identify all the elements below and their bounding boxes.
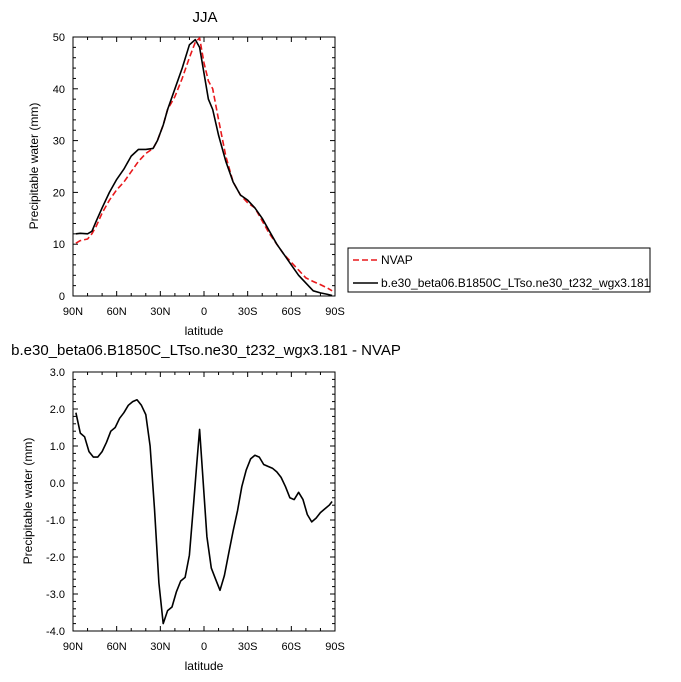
bottom-y-tick-label: -3.0	[46, 589, 65, 601]
top-x-tick-label: 90S	[325, 306, 345, 318]
top-y-tick-label: 20	[53, 187, 65, 199]
bottom-title: b.e30_beta06.B1850C_LTso.ne30_t232_wgx3.…	[11, 342, 401, 359]
bottom-y-tick-label: -4.0	[46, 626, 65, 638]
legend: NVAP b.e30_beta06.B1850C_LTso.ne30_t232_…	[347, 247, 651, 293]
top-plot-lines	[75, 37, 333, 297]
top-title: JJA	[192, 9, 217, 26]
bottom-x-tick-label: 0	[201, 641, 207, 653]
bottom-y-tick-label: -1.0	[46, 515, 65, 527]
top-panel: JJA 0 10 20 30 40 50 90N 60N 30N 0 30S 60S 90S lati…	[27, 9, 651, 338]
bottom-x-tick-label: 30S	[238, 641, 258, 653]
bottom-plot-lines	[75, 399, 333, 625]
top-y-tick-label: 0	[59, 291, 65, 303]
bottom-y-tick-label: -2.0	[46, 552, 65, 564]
legend-label-model: b.e30_beta06.B1850C_LTso.ne30_t232_wgx3.…	[381, 276, 651, 290]
top-x-tick-label: 30S	[238, 306, 258, 318]
bottom-series-line-0	[75, 399, 333, 625]
bottom-y-tick-label: 3.0	[50, 367, 65, 379]
top-x-tick-label: 90N	[63, 306, 83, 318]
bottom-x-tick-label: 90N	[63, 641, 83, 653]
top-series-line-1	[75, 38, 333, 297]
bottom-x-tick-label: 60N	[107, 641, 127, 653]
top-x-tick-label: 30N	[150, 306, 170, 318]
bottom-y-tick-label: 2.0	[50, 404, 65, 416]
bottom-x-axis-label: latitude	[185, 659, 224, 673]
bottom-x-ticks: 90N 60N 30N 0 30S 60S 90S	[63, 372, 345, 653]
bottom-y-tick-label: 1.0	[50, 441, 65, 453]
top-x-tick-label: 0	[201, 306, 207, 318]
bottom-y-tick-label: 0.0	[50, 478, 65, 490]
bottom-y-axis-label: Precipitable water (mm)	[21, 438, 35, 565]
top-y-ticks: 0 10 20 30 40 50	[53, 32, 335, 303]
top-x-axis-label: latitude	[185, 324, 224, 338]
top-y-tick-label: 30	[53, 136, 65, 148]
legend-label-nvap: NVAP	[381, 253, 413, 267]
bottom-x-tick-label: 30N	[150, 641, 170, 653]
top-x-tick-label: 60S	[282, 306, 302, 318]
top-y-tick-label: 50	[53, 32, 65, 44]
top-y-tick-label: 10	[53, 239, 65, 251]
top-x-tick-label: 60N	[107, 306, 127, 318]
top-y-tick-label: 40	[53, 84, 65, 96]
bottom-y-ticks: -4.0 -3.0 -2.0 -1.0 0.0 1.0 2.0 3.0	[46, 367, 335, 638]
legend-box	[347, 247, 651, 293]
bottom-x-tick-label: 90S	[325, 641, 345, 653]
bottom-x-tick-label: 60S	[282, 641, 302, 653]
bottom-panel: b.e30_beta06.B1850C_LTso.ne30_t232_wgx3.…	[11, 342, 401, 673]
top-x-ticks: 90N 60N 30N 0 30S 60S 90S	[63, 37, 345, 318]
top-y-axis-label: Precipitable water (mm)	[27, 103, 41, 230]
